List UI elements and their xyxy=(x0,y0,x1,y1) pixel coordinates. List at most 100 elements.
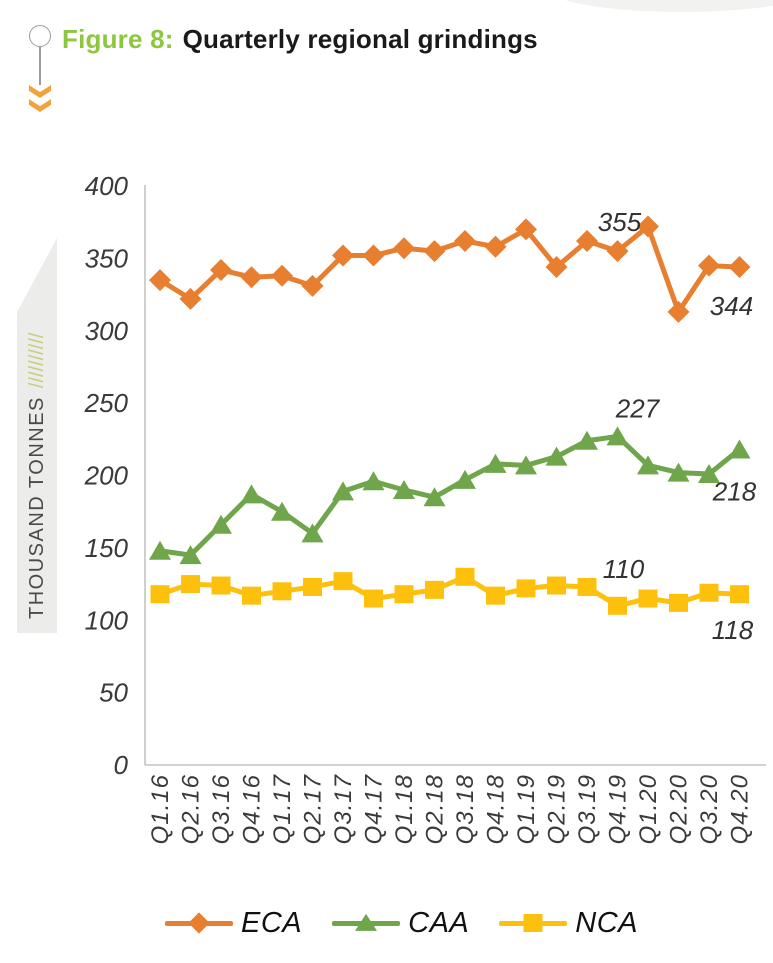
marker-caa-q4-17 xyxy=(362,471,385,491)
marker-eca-q3-20 xyxy=(698,254,720,277)
x-tick-label-q3-20: Q3.20 xyxy=(696,774,723,844)
marker-caa-q4-16 xyxy=(240,484,263,504)
x-tick-label-q2-16: Q2.16 xyxy=(178,774,205,844)
marker-nca-q3-17 xyxy=(333,572,353,591)
marker-caa-q1-17 xyxy=(271,501,293,521)
x-tick-label-q1-19: Q1.19 xyxy=(513,774,540,844)
legend-item-nca: NCA xyxy=(499,907,638,940)
x-tick-label-q3-18: Q3.18 xyxy=(452,774,479,844)
marker-caa-q4-20 xyxy=(728,439,751,459)
marker-nca-q3-18 xyxy=(455,567,475,586)
y-tick-label-200: 200 xyxy=(84,461,129,491)
x-tick-label-q1-16: Q1.16 xyxy=(147,774,174,844)
x-tick-label-q4-16: Q4.16 xyxy=(239,774,266,844)
x-tick-label-q4-17: Q4.17 xyxy=(361,773,388,844)
eca-diamond-icon xyxy=(188,912,210,934)
marker-nca-q2-16 xyxy=(181,575,200,594)
marker-caa-q3-19 xyxy=(576,430,598,450)
marker-eca-q3-19 xyxy=(576,230,598,253)
marker-eca-q2-18 xyxy=(423,240,446,263)
marker-eca-q2-20 xyxy=(667,300,690,323)
y-tick-label-100: 100 xyxy=(85,605,129,635)
legend-label-nca: NCA xyxy=(575,906,638,939)
x-tick-label-q2-20: Q2.20 xyxy=(666,774,693,844)
x-tick-label-q2-19: Q2.19 xyxy=(544,774,571,844)
marker-nca-q1-19 xyxy=(516,579,536,598)
eca-legend-line xyxy=(164,912,233,934)
legend-item-eca: ECA xyxy=(164,906,303,940)
x-tick-label-q4-18: Q4.18 xyxy=(483,774,510,844)
marker-caa-q1-19 xyxy=(515,455,537,475)
nca-square-icon xyxy=(523,914,543,932)
marker-caa-q3-16 xyxy=(210,514,232,534)
x-tick-label-q3-17: Q3.17 xyxy=(330,773,357,844)
marker-eca-q1-16 xyxy=(149,269,171,292)
marker-caa-q2-17 xyxy=(301,523,324,543)
marker-eca-q2-19 xyxy=(545,256,568,279)
y-tick-label-400: 400 xyxy=(85,171,129,201)
marker-eca-q4-16 xyxy=(240,266,263,289)
marker-caa-q2-16 xyxy=(179,545,202,565)
marker-nca-q1-16 xyxy=(150,585,170,604)
nca-legend-line xyxy=(499,914,568,932)
caa-triangle-icon xyxy=(355,913,378,931)
marker-caa-q2-20 xyxy=(667,462,690,482)
marker-caa-q4-19 xyxy=(606,426,629,446)
x-tick-label-q3-19: Q3.19 xyxy=(574,774,601,844)
marker-eca-q2-16 xyxy=(179,287,202,310)
x-tick-label-q2-17: Q2.17 xyxy=(300,773,327,844)
y-tick-label-350: 350 xyxy=(85,243,129,273)
marker-caa-q2-19 xyxy=(545,446,568,466)
x-tick-label-q1-20: Q1.20 xyxy=(635,774,662,844)
marker-caa-q3-17 xyxy=(332,481,354,501)
y-tick-label-250: 250 xyxy=(84,388,129,418)
marker-eca-q4-17 xyxy=(362,244,385,267)
marker-nca-q4-16 xyxy=(242,586,261,605)
marker-nca-q4-20 xyxy=(730,585,749,604)
marker-eca-q3-18 xyxy=(454,230,476,253)
marker-nca-q4-19 xyxy=(608,596,627,615)
marker-nca-q1-17 xyxy=(272,582,292,601)
x-tick-label-q3-16: Q3.16 xyxy=(208,774,235,844)
marker-eca-q1-17 xyxy=(271,264,293,287)
marker-caa-q2-18 xyxy=(423,487,446,507)
x-tick-label-q1-17: Q1.17 xyxy=(269,773,296,844)
marker-eca-q4-18 xyxy=(484,235,507,258)
marker-nca-q2-19 xyxy=(547,576,566,595)
marker-caa-q4-18 xyxy=(484,453,507,473)
marker-eca-q3-17 xyxy=(332,244,354,267)
marker-eca-q3-16 xyxy=(210,258,232,281)
data-label-caa-227: 227 xyxy=(615,393,661,423)
series-eca-line xyxy=(157,224,742,315)
data-label-eca-355: 355 xyxy=(598,207,642,237)
legend: ECA CAA NCA xyxy=(30,901,773,945)
y-axis-title-ribbon xyxy=(17,238,57,633)
marker-nca-q2-18 xyxy=(425,580,444,599)
figure-heading: Figure 8: Quarterly regional grindings xyxy=(62,24,538,55)
marker-nca-q4-17 xyxy=(364,589,383,608)
x-tick-label-q2-18: Q2.18 xyxy=(422,774,449,844)
legend-label-caa: CAA xyxy=(408,906,470,939)
y-tick-label-150: 150 xyxy=(85,533,129,563)
data-label-nca-110: 110 xyxy=(603,554,645,584)
marker-caa-q1-20 xyxy=(637,455,659,475)
marker-eca-q2-17 xyxy=(301,274,324,297)
caa-legend-line xyxy=(332,913,401,931)
marker-caa-q3-18 xyxy=(454,469,476,489)
y-tick-label-50: 50 xyxy=(99,678,128,708)
marker-eca-q4-20 xyxy=(728,256,751,279)
marker-caa-q1-16 xyxy=(149,540,171,560)
marker-caa-q1-18 xyxy=(393,479,415,499)
marker-nca-q3-16 xyxy=(211,576,231,595)
legend-label-eca: ECA xyxy=(240,906,303,939)
marker-eca-q1-19 xyxy=(515,218,537,241)
marker-nca-q3-19 xyxy=(577,577,597,596)
data-label-caa-218: 218 xyxy=(712,476,757,506)
marker-eca-q1-20 xyxy=(637,215,659,238)
marker-nca-q4-18 xyxy=(486,586,505,605)
marker-eca-q4-19 xyxy=(606,240,629,263)
figure-label: Figure 8: xyxy=(62,24,174,54)
marker-caa-q3-20 xyxy=(698,464,720,484)
data-label-eca-344: 344 xyxy=(710,291,753,321)
